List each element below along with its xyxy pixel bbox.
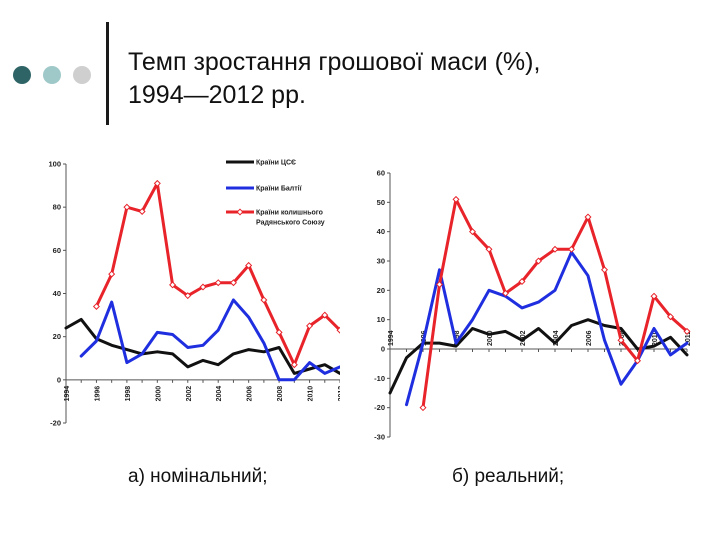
- data-point-marker: [551, 245, 559, 253]
- y-tick-label: -20: [374, 403, 385, 412]
- x-tick-label: 2006: [247, 386, 254, 402]
- x-tick-label: 2002: [186, 386, 193, 402]
- nominal-money-growth-chart: 100 80 60 40 20 0 -20 1994 1996 1998 2000 2002 2004 2…: [48, 160, 340, 428]
- caption-real: б) реальний;: [452, 466, 565, 487]
- data-point-marker: [306, 322, 314, 330]
- slide-title: Темп зростання грошової маси (%), 1994—2…: [128, 46, 688, 112]
- data-point-marker: [199, 283, 207, 291]
- data-point-marker: [169, 281, 177, 289]
- decor-dot-1: [13, 66, 31, 84]
- legend-label: Країни Балтії: [256, 185, 303, 193]
- x-tick-label: 2000: [487, 330, 494, 346]
- y-tick-label: 10: [377, 315, 385, 324]
- data-point-marker: [584, 213, 592, 221]
- caption-nominal: а) номінальний;: [128, 466, 268, 487]
- slide-title-line-2: 1994—2012 рр.: [128, 81, 306, 109]
- series-line-3: [421, 197, 689, 410]
- y-tick-label: 100: [48, 160, 61, 169]
- y-tick-label: -30: [374, 433, 385, 442]
- y-tick-label: 0: [57, 375, 61, 384]
- data-point-marker: [275, 328, 283, 336]
- x-tick-label: 2000: [155, 386, 162, 402]
- decor-dot-2: [43, 66, 61, 84]
- y-tick-label: 60: [53, 246, 61, 255]
- data-point-marker: [245, 261, 253, 269]
- data-point-marker: [184, 292, 192, 300]
- y-tick-label: 20: [377, 286, 385, 295]
- data-point-marker: [419, 404, 427, 412]
- data-point-marker: [567, 245, 576, 253]
- data-point-marker: [666, 313, 675, 321]
- series-line-2: [79, 298, 340, 382]
- x-tick-label: 1994: [388, 330, 395, 346]
- series-line-1: [388, 318, 689, 395]
- y-tick-label: 30: [377, 257, 385, 266]
- y-tick-label: 40: [377, 227, 385, 236]
- legend-label: Країни ЦСЄ: [256, 160, 296, 167]
- data-point-marker: [214, 279, 222, 287]
- data-point-marker: [452, 195, 460, 203]
- slide-title-line-1: Темп зростання грошової маси (%),: [128, 48, 541, 76]
- data-point-marker: [633, 357, 642, 365]
- y-tick-label: 0: [381, 345, 385, 354]
- data-point-marker: [92, 302, 100, 310]
- x-tick-label: 2008: [277, 386, 284, 402]
- x-tick-label: 2004: [553, 330, 560, 346]
- x-tick-label: 2010: [652, 330, 659, 346]
- data-point-marker: [650, 292, 658, 300]
- data-point-marker: [260, 296, 268, 304]
- x-tick-label: 1998: [125, 386, 132, 402]
- y-tick-label: -20: [50, 419, 61, 428]
- data-point-marker: [108, 270, 116, 278]
- legend-label: Країни колишнього Радянського Союзу: [256, 210, 325, 227]
- x-tick-label: 2012: [685, 330, 692, 346]
- data-point-marker: [336, 326, 340, 334]
- data-point-marker: [435, 280, 444, 288]
- data-point-marker: [501, 289, 510, 297]
- data-point-marker: [600, 266, 609, 274]
- data-point-marker: [123, 203, 131, 211]
- x-tick-label: 2006: [586, 330, 593, 346]
- y-tick-label: -10: [374, 374, 385, 383]
- data-point-marker: [534, 257, 543, 265]
- data-point-marker: [321, 311, 329, 319]
- x-tick-label: 2010: [308, 386, 315, 402]
- legend-marker: [236, 208, 244, 216]
- data-point-marker: [138, 207, 146, 215]
- y-tick-label: 20: [53, 332, 61, 341]
- series-line-1: [64, 317, 340, 375]
- y-tick-label: 50: [377, 198, 385, 207]
- x-tick-label: 2004: [216, 386, 223, 402]
- x-tick-label: 2008: [619, 330, 626, 346]
- data-point-marker: [485, 245, 493, 253]
- x-tick-label: 1996: [94, 386, 101, 402]
- data-point-marker: [290, 361, 298, 369]
- data-point-marker: [617, 336, 625, 344]
- title-divider: [106, 22, 109, 125]
- y-tick-label: 60: [377, 169, 385, 178]
- data-point-marker: [468, 228, 477, 236]
- data-point-marker: [518, 278, 526, 286]
- x-tick-label: 1998: [454, 330, 461, 346]
- data-point-marker: [229, 279, 237, 287]
- data-point-marker: [683, 327, 691, 335]
- y-tick-label: 80: [53, 203, 61, 212]
- x-tick-label: 2012: [338, 386, 340, 402]
- y-tick-label: 40: [53, 289, 61, 298]
- data-point-marker: [153, 179, 161, 187]
- decor-dot-3: [73, 66, 91, 84]
- x-tick-label: 1994: [64, 386, 71, 402]
